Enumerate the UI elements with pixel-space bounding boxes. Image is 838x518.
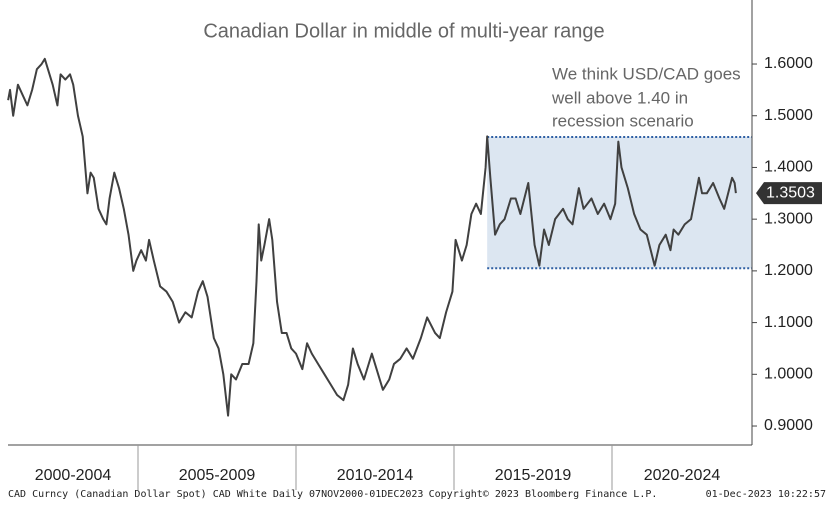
y-tick-label: 0.9000 [764,417,813,434]
y-tick-label: 1.6000 [764,55,813,72]
x-category-label: 2020-2024 [644,467,721,484]
chart-title: Canadian Dollar in middle of multi-year … [203,20,604,42]
annotation: well above 1.40 in [551,88,688,107]
x-category-label: 2000-2004 [35,467,112,484]
x-category-label: 2010-2014 [337,467,414,484]
y-tick-label: 1.2000 [764,262,813,279]
y-tick-label: 1.4000 [764,159,813,176]
y-tick-label: 1.0000 [764,366,813,383]
footer-copyright: Copyright© 2023 Bloomberg Finance L.P. [429,489,658,500]
y-tick-label: 1.1000 [764,314,813,331]
footer-date: 01-Dec-2023 10:22:57 [706,489,826,500]
annotation: We think USD/CAD goes [552,64,741,83]
y-tick-label: 1.5000 [764,107,813,124]
footer-source: CAD Curncy (Canadian Dollar Spot) CAD Wh… [8,489,423,500]
x-category-label: 2005-2009 [179,467,256,484]
y-tick-label: 1.3000 [764,210,813,227]
last-value-label: 1.3503 [766,184,815,201]
price-line [7,57,737,417]
x-category-label: 2015-2019 [495,467,572,484]
annotation: recession scenario [552,111,694,130]
last-value-tag [756,182,822,205]
